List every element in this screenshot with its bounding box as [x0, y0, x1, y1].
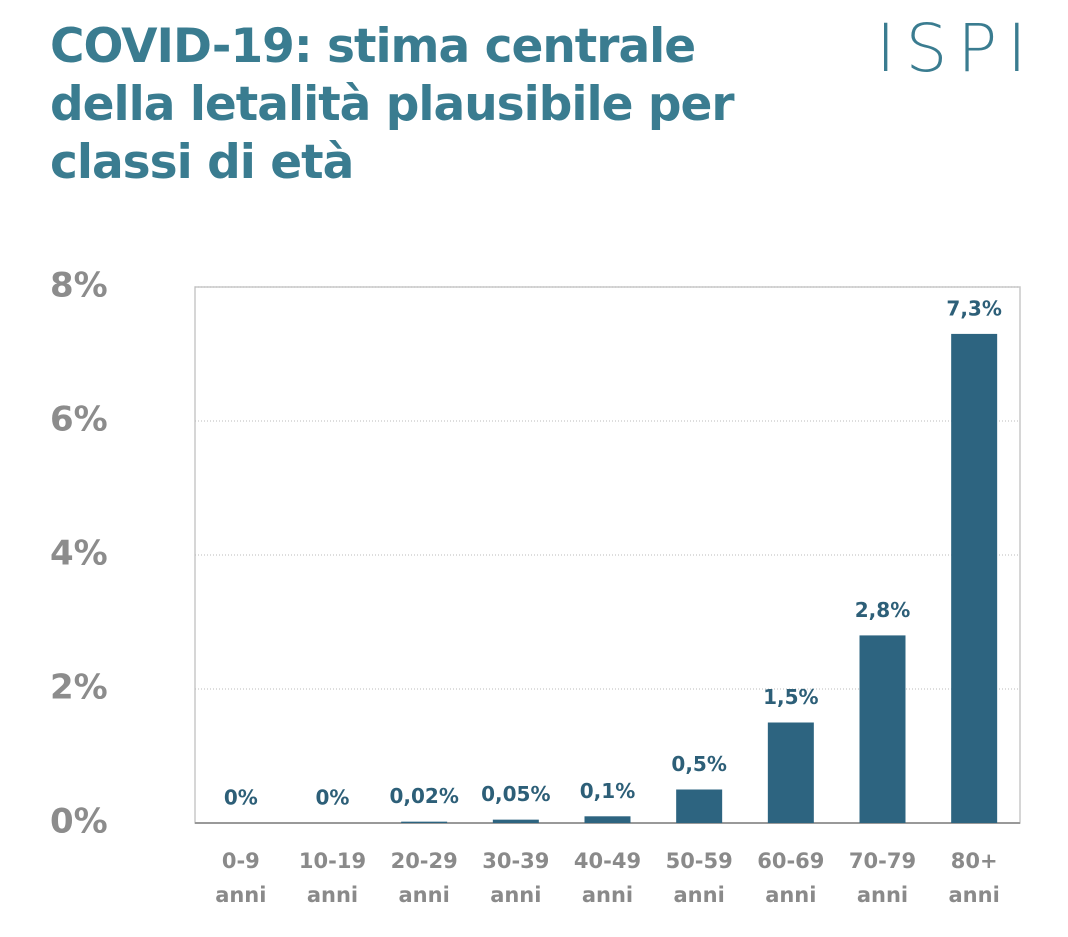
bar	[676, 789, 723, 823]
value-label: 0%	[224, 786, 258, 810]
y-tick-label: 4%	[50, 534, 108, 574]
bar	[584, 816, 631, 823]
value-label: 0%	[316, 786, 350, 810]
value-label: 0,02%	[389, 784, 458, 808]
value-label: 7,3%	[946, 296, 1001, 320]
value-label: 1,5%	[763, 685, 818, 709]
x-tick-label: 50-59 anni	[666, 849, 733, 907]
value-label: 0,1%	[580, 779, 635, 803]
logo: ISPI	[876, 10, 1037, 87]
x-tick-label: 20-29 anni	[391, 849, 458, 907]
x-tick-label: 0-9 anni	[215, 849, 266, 907]
y-tick-label: 2%	[50, 668, 108, 708]
y-tick-label: 0%	[50, 802, 108, 842]
value-label: 0,05%	[481, 782, 550, 806]
x-tick-label: 10-19 anni	[299, 849, 366, 907]
bar	[951, 333, 998, 823]
bar	[401, 821, 448, 823]
x-tick-label: 40-49 anni	[574, 849, 641, 907]
x-tick-label: 30-39 anni	[482, 849, 549, 907]
value-label: 0,5%	[671, 752, 726, 776]
x-tick-label: 60-69 anni	[757, 849, 824, 907]
chart-title: COVID-19: stima centrale della letalità …	[50, 19, 735, 190]
value-label: 2,8%	[855, 598, 910, 622]
x-tick-label: 80+ anni	[949, 849, 1000, 907]
bar	[859, 635, 906, 823]
y-tick-label: 6%	[50, 400, 108, 440]
y-tick-label: 8%	[50, 266, 108, 306]
bar	[492, 819, 539, 823]
bar	[767, 722, 814, 823]
x-tick-label: 70-79 anni	[849, 849, 916, 907]
